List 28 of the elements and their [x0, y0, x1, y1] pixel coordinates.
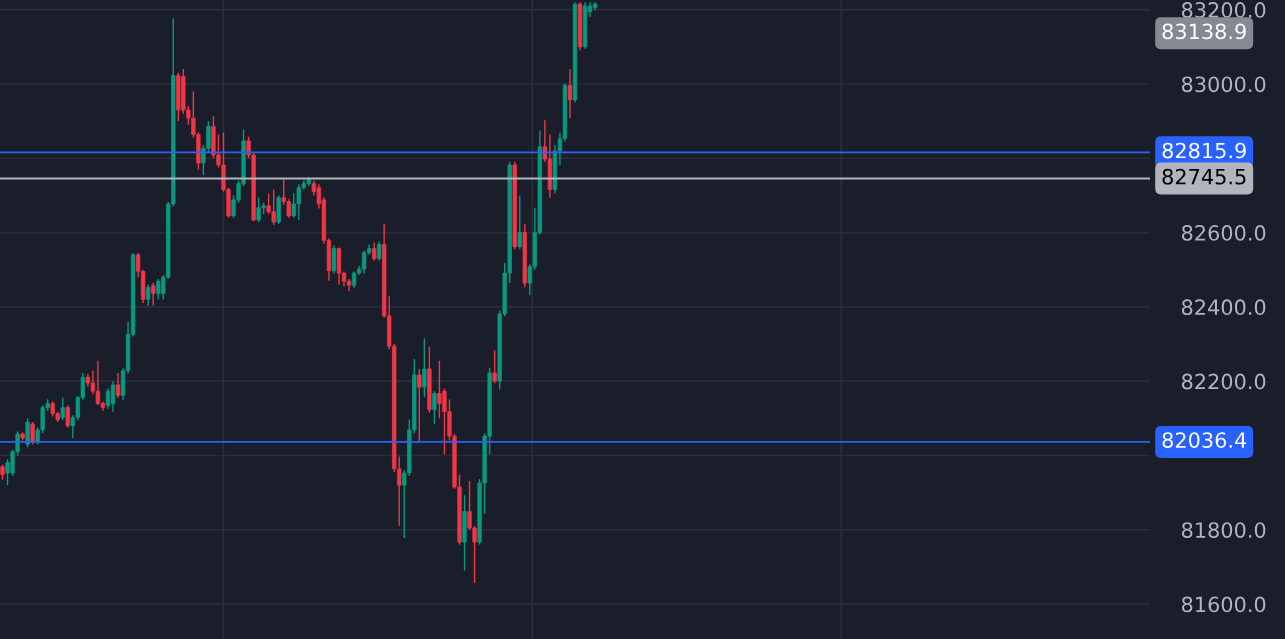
y-tick-label: 83000.0 — [1181, 76, 1266, 93]
ref-line-label: 82036.4 — [1162, 432, 1247, 448]
candlestick — [492, 349, 497, 384]
y-tick-label: 82200.0 — [1181, 373, 1266, 390]
candlestick — [417, 368, 422, 444]
candlestick — [25, 417, 30, 448]
candlestick — [110, 380, 116, 413]
candlestick — [60, 396, 65, 421]
candlestick — [376, 241, 382, 262]
candlestick — [567, 68, 573, 119]
y-tick-label: 81800.0 — [1181, 522, 1266, 538]
y-tick-label: 83200.0 — [1181, 2, 1266, 18]
candlestick — [30, 421, 35, 446]
y-tick-label: 82400.0 — [1181, 299, 1266, 316]
ref-line-label: 82815.9 — [1162, 142, 1246, 159]
candlestick — [151, 282, 156, 307]
candlestick — [331, 244, 337, 275]
candlestick — [422, 337, 427, 398]
candlestick — [65, 404, 70, 429]
candlestick — [517, 194, 522, 250]
ref-line-label: 82745.5 — [1162, 168, 1246, 185]
candlestick — [115, 372, 121, 399]
candlestick — [145, 283, 151, 307]
y-tick-label: 82600.0 — [1181, 225, 1266, 241]
candlestick — [432, 390, 437, 425]
y-tick-label: 81600.0 — [1181, 596, 1266, 613]
text: 83138.9 — [1162, 23, 1246, 40]
candlestick — [105, 387, 111, 410]
